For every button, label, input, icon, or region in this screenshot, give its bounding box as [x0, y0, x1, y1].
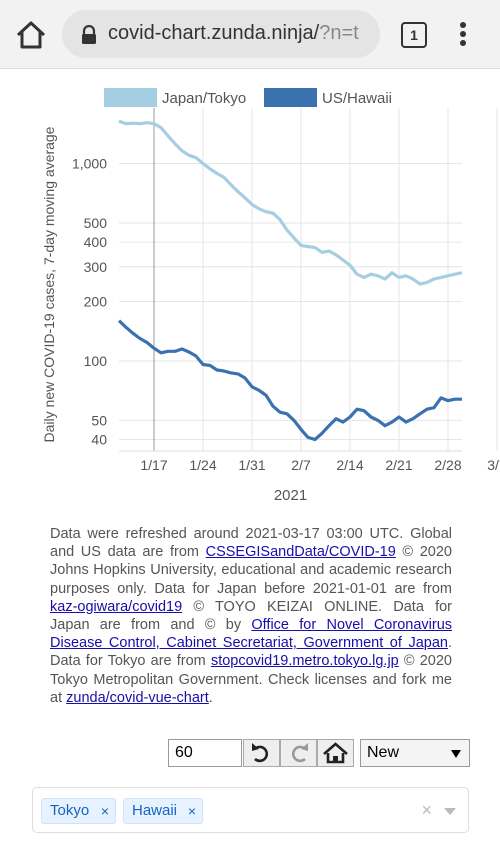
y-tick-label: 500: [84, 215, 108, 231]
x-tick-label: 2/14: [336, 457, 363, 473]
link-repo[interactable]: zunda/covid-vue-chart: [66, 689, 209, 706]
link-stopcovid19[interactable]: stopcovid19.metro.tokyo.lg.jp: [210, 653, 399, 670]
region-tag: Tokyo ×: [41, 798, 116, 824]
undo-button[interactable]: [243, 739, 280, 767]
x-tick-label: 1/17: [140, 457, 167, 473]
clear-all-icon[interactable]: ×: [421, 800, 432, 820]
x-tick-label: 2/21: [385, 457, 412, 473]
home-icon[interactable]: [14, 18, 48, 52]
series-line: [118, 119, 463, 286]
remove-tag-icon[interactable]: ×: [187, 803, 196, 819]
browser-toolbar: covid-chart.zunda.ninja/?n=t 1: [0, 0, 500, 69]
y-tick-label: 50: [91, 412, 107, 428]
region-tag: Hawaii ×: [123, 798, 203, 824]
y-tick-label: 100: [84, 353, 108, 369]
data-source-notice: Data were refreshed around 2021-03-17 03…: [50, 526, 453, 706]
dropdown-caret-icon[interactable]: [444, 808, 456, 815]
days-input[interactable]: 60: [168, 739, 242, 767]
covid-chart: 40 50 100 200 300 400 500 1,000 1/17 1/24 1/31 2/7 2…: [41, 88, 500, 504]
redo-icon: [291, 743, 308, 763]
link-csse[interactable]: CSSEGISandData/COVID-19: [205, 544, 396, 561]
more-options-icon[interactable]: [455, 20, 471, 50]
x-tick-label: 1/24: [189, 457, 216, 473]
url-text: covid-chart.zunda.ninja/?n=t: [108, 22, 359, 44]
y-tick-label: 200: [84, 294, 108, 310]
x-tick-label: 2/7: [291, 457, 311, 473]
address-bar[interactable]: covid-chart.zunda.ninja/?n=t: [62, 10, 380, 58]
redo-button[interactable]: [280, 739, 317, 767]
legend-label: Japan/Tokyo: [162, 90, 246, 107]
link-kaz-ogiwara[interactable]: kaz-ogiwara/covid19: [50, 598, 183, 615]
select-caret-icon: [451, 750, 461, 758]
lock-icon: [82, 25, 96, 44]
series-line: [117, 319, 462, 442]
x-tick-label: 2/28: [434, 457, 461, 473]
link-cabinet-office[interactable]: Office for Novel Coronavirus Disease Con…: [50, 617, 453, 652]
y-tick-label: 40: [91, 432, 107, 448]
x-tick-label: 1/31: [238, 457, 265, 473]
legend-label: US/Hawaii: [322, 90, 392, 107]
y-tick-label: 1,000: [72, 156, 107, 172]
y-tick-label: 300: [84, 259, 108, 275]
legend-swatch: [264, 88, 317, 107]
tab-switcher-button[interactable]: 1: [401, 22, 427, 48]
undo-icon: [252, 743, 269, 763]
remove-tag-icon[interactable]: ×: [100, 803, 109, 819]
home-reset-button[interactable]: [317, 739, 354, 767]
y-tick-label: 400: [84, 234, 108, 250]
region-multiselect[interactable]: Tokyo × Hawaii × ×: [32, 787, 469, 833]
sort-select[interactable]: New: [360, 739, 470, 767]
y-axis-title: Daily new COVID-19 cases, 7-day moving a…: [41, 126, 57, 442]
house-icon: [323, 742, 348, 764]
legend-swatch: [104, 88, 157, 107]
x-tick-label: 3/7: [487, 457, 500, 473]
x-axis-title: 2021: [274, 487, 307, 504]
